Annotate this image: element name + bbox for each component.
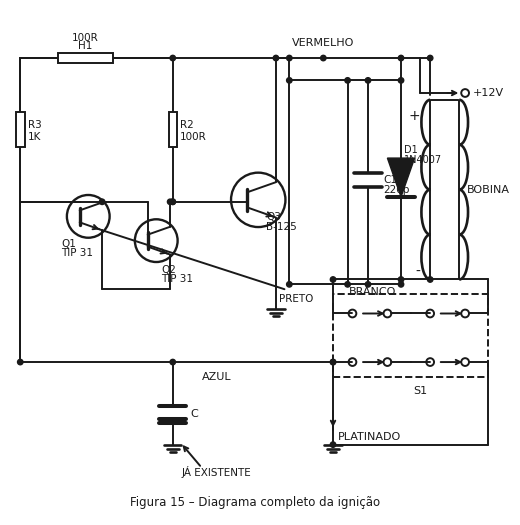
Text: AZUL: AZUL [202,372,231,382]
Text: Figura 15 – Diagrama completo da ignição: Figura 15 – Diagrama completo da ignição [130,497,381,509]
Text: 100R: 100R [179,132,206,142]
Text: PRETO: PRETO [279,294,313,304]
Bar [169,112,177,148]
Circle shape [167,199,173,205]
Circle shape [427,277,433,282]
Circle shape [170,199,175,205]
Circle shape [398,281,404,287]
Circle shape [365,281,371,287]
Circle shape [287,55,292,61]
Text: H1: H1 [78,41,93,51]
Circle shape [287,281,292,287]
Circle shape [330,277,336,282]
Text: JÁ EXISTENTE: JÁ EXISTENTE [181,466,251,478]
Text: 220p: 220p [384,185,410,195]
Bar [58,53,112,63]
Circle shape [330,359,336,365]
Circle shape [345,78,350,83]
Text: B-125: B-125 [266,222,297,232]
Text: D1: D1 [404,145,418,155]
Circle shape [398,78,404,83]
Text: R3: R3 [28,120,41,130]
Text: +12V: +12V [473,88,504,98]
Circle shape [273,55,279,61]
Circle shape [345,281,350,287]
Circle shape [18,359,23,365]
Text: C1: C1 [384,175,397,185]
Circle shape [330,442,336,447]
Circle shape [330,359,336,365]
Bar [16,112,24,148]
Polygon shape [387,158,414,197]
Circle shape [398,277,404,282]
Circle shape [170,199,175,205]
Circle shape [99,199,105,205]
Text: Q3: Q3 [266,212,281,222]
Text: VERMELHO: VERMELHO [292,38,355,48]
Text: 1K: 1K [28,132,41,142]
Circle shape [287,78,292,83]
Circle shape [321,55,326,61]
Circle shape [427,55,433,61]
Text: BRANCO: BRANCO [349,287,396,297]
Circle shape [398,55,404,61]
Text: 100R: 100R [72,33,99,43]
Text: TIP 31: TIP 31 [61,248,93,258]
Text: PLATINADO: PLATINADO [338,432,401,442]
Text: 1N4007: 1N4007 [404,155,442,165]
Text: BOBINA: BOBINA [467,185,510,195]
Text: Q2: Q2 [161,265,176,275]
Bar [333,294,488,376]
Text: TIP 31: TIP 31 [161,275,193,285]
Text: R2: R2 [179,120,193,130]
Text: C: C [190,408,198,418]
Text: +: + [409,109,421,123]
Circle shape [365,78,371,83]
Text: -: - [415,265,421,279]
Circle shape [170,359,175,365]
Circle shape [170,55,175,61]
Text: S1: S1 [413,386,427,396]
Text: Q1: Q1 [61,238,76,248]
